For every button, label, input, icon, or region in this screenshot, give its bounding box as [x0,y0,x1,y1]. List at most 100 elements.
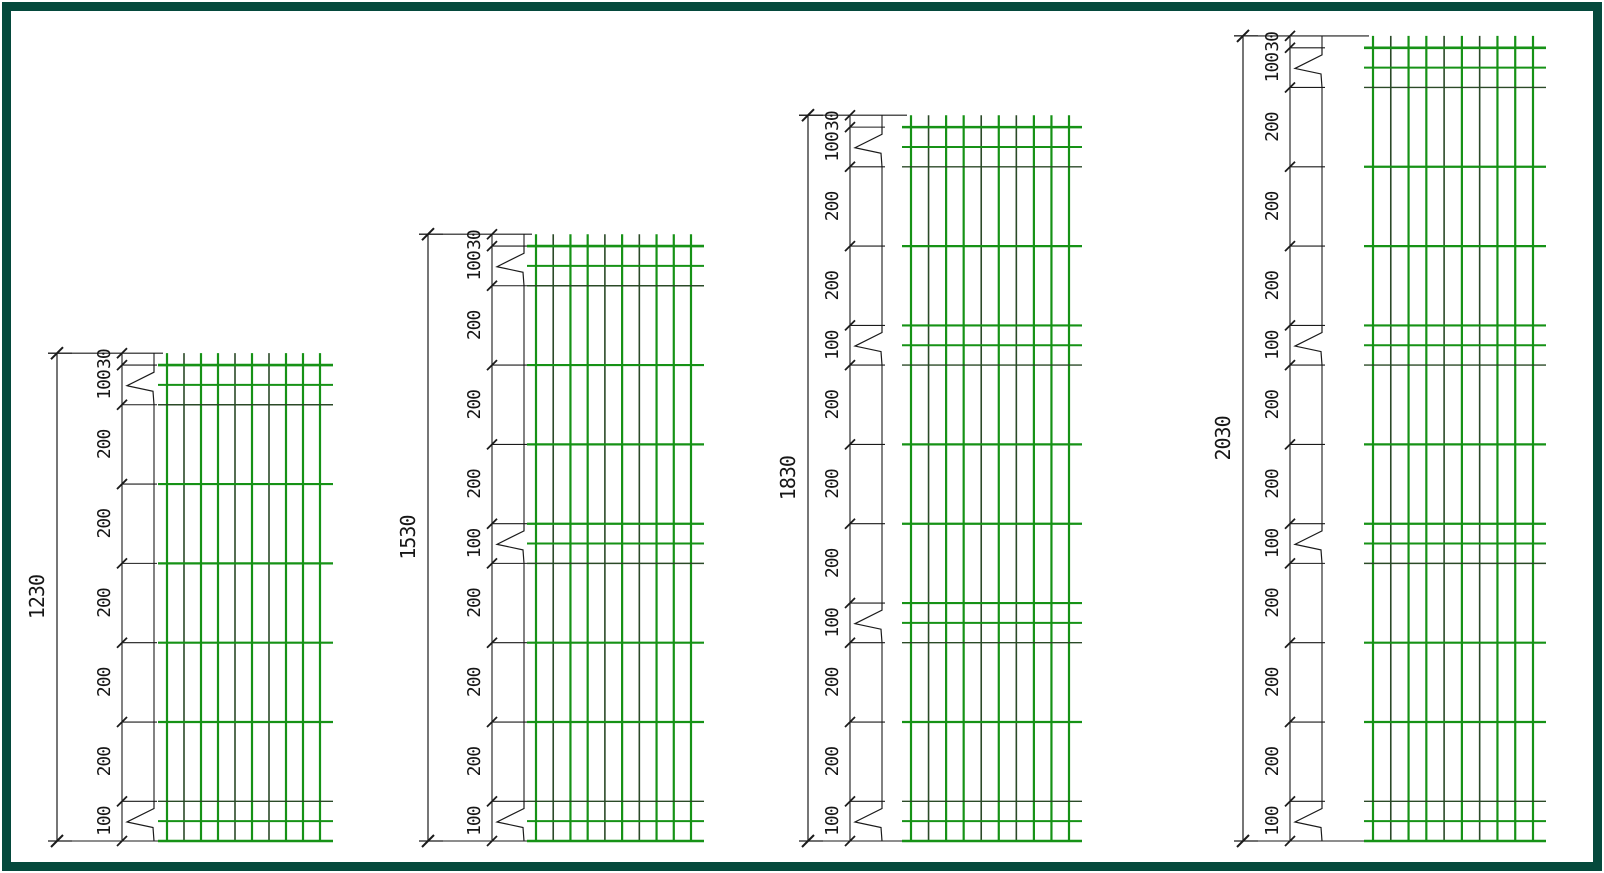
segment-dim-label: 200 [94,667,115,697]
break-symbol [1293,47,1323,88]
dim-tick [844,438,856,451]
segment-dim-label: 100 [94,370,115,400]
dim-tick [844,161,856,173]
segment-dim-label: 100 [822,132,843,162]
dim-tick [1284,161,1296,173]
segment-dim-label: 100 [1262,53,1283,83]
segment-dim-label: 200 [94,588,115,618]
break-symbol [125,365,155,405]
segment-dim-label: 200 [464,469,485,499]
total-height-label: 1530 [396,516,420,560]
segment-dim-label: 200 [94,747,115,777]
dim-tick [116,557,128,570]
dim-tick [116,637,128,649]
segment-dim-label: 100 [822,806,843,836]
segment-dim-label: 200 [464,390,485,420]
dim-tick [486,359,498,371]
segment-dim-label: 200 [464,667,485,697]
dim-tick [116,359,128,371]
segment-dim-label: 200 [1262,667,1283,697]
dim-tick [844,795,856,807]
segment-dim-label: 200 [1262,112,1283,142]
segment-dim-label: 200 [464,747,485,777]
break-symbol [125,801,155,842]
segment-dim-label: 200 [1262,192,1283,222]
panel-2030: 2030301002002002001002002001002002002001… [1211,29,1546,848]
segment-dim-label: 200 [822,192,843,222]
dim-tick [116,716,128,728]
segment-dim-label: 30 [464,230,485,250]
dim-tick [1284,835,1296,847]
segment-dim-label: 100 [464,251,485,281]
dim-tick [844,716,856,728]
segment-dim-label: 100 [822,608,843,638]
dim-tick [1284,30,1296,42]
dim-tick [844,835,856,847]
segment-dim-label: 100 [94,806,115,836]
segment-dim-label: 100 [1262,529,1283,559]
dim-tick [486,240,498,252]
dim-tick [1284,319,1296,332]
dim-tick [844,121,856,133]
break-symbol [495,246,525,286]
segment-dim-label: 200 [1262,271,1283,301]
dim-tick [844,240,856,252]
dim-tick [1284,716,1296,728]
dim-tick [1284,81,1296,94]
dim-tick [486,280,498,292]
break-symbol [495,801,525,842]
dim-tick [486,795,498,807]
segment-dim-label: 200 [822,667,843,697]
break-symbol [1293,523,1323,564]
dim-tick [844,597,856,609]
segment-dim-label: 200 [822,271,843,301]
dim-tick [486,518,498,530]
total-height-label: 1830 [776,456,800,500]
dim-tick [1284,557,1296,570]
break-symbol [853,801,883,842]
dim-tick [1284,240,1296,252]
break-symbol [495,523,525,564]
dim-tick [116,835,128,847]
break-symbol [853,603,883,643]
segment-dim-label: 200 [464,311,485,341]
dim-tick [116,347,128,359]
segment-dim-label: 30 [822,111,843,131]
dim-tick [486,835,498,847]
dim-tick [1284,795,1296,807]
dim-tick [1284,359,1296,371]
total-height-label: 1230 [25,575,49,619]
dim-tick [486,228,498,240]
dim-tick [844,518,856,530]
break-symbol [1293,801,1323,842]
dim-tick [116,399,128,411]
dim-tick [844,109,856,121]
dim-tick [1284,518,1296,530]
dim-tick [486,438,498,451]
segment-dim-label: 200 [822,747,843,777]
segment-dim-label: 200 [822,390,843,420]
segment-dim-label: 200 [94,429,115,459]
segment-dim-label: 100 [464,806,485,836]
dim-tick [1284,42,1296,54]
segment-dim-label: 100 [1262,806,1283,836]
segment-dim-label: 200 [1262,747,1283,777]
dim-tick [844,637,856,649]
segment-dim-label: 200 [1262,588,1283,618]
dim-tick [116,478,128,490]
segment-dim-label: 30 [94,349,115,369]
dim-tick [486,716,498,728]
segment-dim-label: 100 [822,330,843,360]
segment-dim-label: 200 [822,469,843,499]
dim-tick [1284,637,1296,649]
segment-dim-label: 200 [464,588,485,618]
segment-dim-label: 30 [1262,32,1283,52]
segment-dim-label: 100 [1262,330,1283,360]
total-height-label: 2030 [1211,416,1235,460]
segment-dim-label: 100 [464,529,485,559]
